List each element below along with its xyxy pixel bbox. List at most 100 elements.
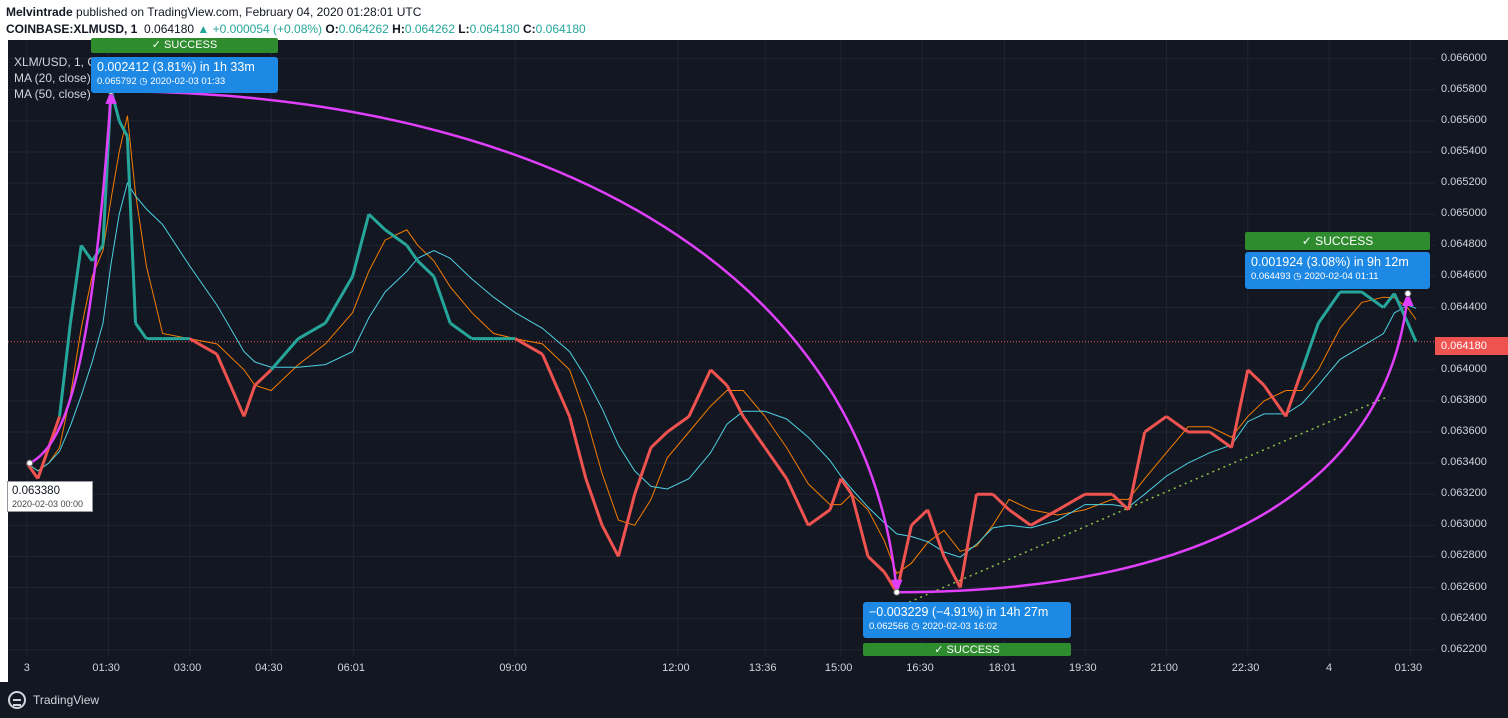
y-tick-label-9: 0.064000 bbox=[1441, 362, 1487, 375]
x-tick-label-2: 03:00 bbox=[173, 662, 202, 674]
last-price: 0.064180 bbox=[144, 22, 195, 36]
arrow-up-3 bbox=[896, 293, 1410, 594]
arrowhead-2 bbox=[891, 579, 903, 594]
price-segment-19 bbox=[270, 337, 300, 371]
price-fill bbox=[27, 90, 1416, 592]
open-value: 0.064262 bbox=[338, 22, 389, 36]
open-label: O: bbox=[325, 22, 339, 36]
price-segment-26 bbox=[416, 259, 435, 278]
price-segment-43 bbox=[741, 415, 767, 449]
y-tick-label-17: 0.062400 bbox=[1441, 611, 1487, 624]
price-segment-2 bbox=[36, 447, 51, 480]
price-segment-73 bbox=[1300, 322, 1320, 371]
callout-1-main: 0.002412 (3.81%) in 1h 33m bbox=[97, 60, 255, 74]
x-tick-label-1: 01:30 bbox=[92, 662, 120, 674]
price-segment-4 bbox=[58, 322, 72, 417]
price-segment-59 bbox=[1008, 508, 1032, 527]
price-segment-20 bbox=[297, 321, 327, 340]
price-segment-51 bbox=[882, 571, 899, 594]
x-tick-label-13: 22:30 bbox=[1231, 662, 1260, 674]
price-segment-34 bbox=[584, 478, 604, 526]
success-badge-3: ✓ SUCCESS bbox=[1245, 232, 1430, 250]
y-tick-label-14: 0.063000 bbox=[1441, 518, 1487, 531]
x-tick-label-0: 3 bbox=[23, 662, 30, 674]
price-segment-18 bbox=[253, 368, 273, 387]
y-tick-label-7: 0.064600 bbox=[1441, 269, 1487, 282]
price-segment-17 bbox=[242, 384, 257, 417]
callout-3-sub: 0.064493 ◷ 2020-02-04 01:11 bbox=[1251, 271, 1379, 282]
price-segment-27 bbox=[432, 275, 452, 324]
price-segment-69 bbox=[1230, 369, 1250, 448]
chart-plot-area[interactable]: XLM/USD, 1, COINBASE MA (20, close) MA (… bbox=[8, 40, 1435, 656]
price-segment-56 bbox=[958, 493, 978, 588]
x-tick-label-4: 06:01 bbox=[337, 662, 365, 674]
legend-ma50: MA (50, close) bbox=[14, 87, 91, 101]
price-segment-10 bbox=[117, 120, 129, 138]
price-segment-60 bbox=[1030, 508, 1059, 527]
price-segment-37 bbox=[633, 447, 653, 495]
success-badge-1: ✓ SUCCESS bbox=[91, 38, 278, 53]
price-segment-49 bbox=[850, 493, 870, 557]
high-value: 0.064262 bbox=[404, 22, 455, 36]
measure-callout-3[interactable]: 0.001924 (3.08%) in 9h 12m 0.064493 ◷ 20… bbox=[1245, 252, 1430, 289]
x-tick-label-5: 09:00 bbox=[499, 662, 527, 674]
y-tick-label-3: 0.065400 bbox=[1441, 145, 1487, 157]
author-name[interactable]: Melvintrade bbox=[6, 5, 73, 19]
price-segment-24 bbox=[384, 228, 408, 247]
price-segment-48 bbox=[839, 477, 853, 496]
price-segment-39 bbox=[666, 415, 690, 434]
start-price-date: 2020-02-03 00:00 bbox=[12, 499, 84, 509]
price-segment-71 bbox=[1262, 384, 1288, 418]
price-segment-79 bbox=[1406, 322, 1418, 343]
measure-callout-2[interactable]: −0.003229 (−4.91%) in 14h 27m 0.062566 ◷… bbox=[863, 602, 1071, 638]
low-label: L: bbox=[458, 22, 470, 36]
price-segment-36 bbox=[616, 493, 637, 557]
price-segment-54 bbox=[926, 509, 946, 557]
price-segment-70 bbox=[1246, 368, 1266, 387]
price-segment-50 bbox=[866, 555, 886, 574]
published-text: published on TradingView.com, February 0… bbox=[76, 5, 422, 19]
close-value: 0.064180 bbox=[535, 22, 586, 36]
price-segment-63 bbox=[1111, 493, 1130, 511]
y-tick-label-5: 0.065000 bbox=[1441, 207, 1487, 220]
price-segment-45 bbox=[785, 478, 810, 526]
tradingview-brand[interactable]: TradingView bbox=[33, 693, 100, 707]
ma50-line bbox=[26, 181, 1417, 558]
price-segment-31 bbox=[514, 337, 544, 356]
arrow-up-1 bbox=[29, 91, 113, 465]
price-segment-22 bbox=[351, 213, 371, 277]
arrow-down-2 bbox=[111, 90, 898, 593]
y-tick-label-4: 0.065200 bbox=[1441, 176, 1487, 189]
publish-line: Melvintrade published on TradingView.com… bbox=[6, 5, 421, 19]
callout-2-sub: 0.062566 ◷ 2020-02-03 16:02 bbox=[869, 621, 998, 632]
y-tick-label-16: 0.062600 bbox=[1441, 580, 1487, 593]
price-segment-64 bbox=[1126, 431, 1147, 511]
trend-line bbox=[881, 395, 1390, 615]
price-segment-11 bbox=[125, 136, 138, 324]
x-tick-label-8: 15:00 bbox=[824, 662, 853, 674]
y-tick-label-11: 0.063600 bbox=[1441, 425, 1487, 437]
price-segment-65 bbox=[1143, 415, 1168, 434]
x-tick-label-7: 13:36 bbox=[748, 662, 777, 674]
tradingview-logo-icon[interactable] bbox=[8, 691, 26, 709]
start-price-value: 0.063380 bbox=[12, 485, 60, 497]
symbol-label: COINBASE:XLMUSD, 1 bbox=[6, 22, 138, 36]
time-axis[interactable]: 3 01:30 03:00 04:30 06:01 09:00 12:00 13:36 15:0… bbox=[8, 656, 1508, 682]
price-segment-55 bbox=[942, 555, 962, 589]
x-tick-label-11: 19:30 bbox=[1069, 662, 1097, 674]
price-change: ▲ +0.000054 (+0.08%) bbox=[197, 22, 323, 36]
price-segment-35 bbox=[600, 524, 620, 558]
price-segment-74 bbox=[1317, 291, 1342, 324]
anchor-point-3 bbox=[1404, 290, 1412, 298]
start-price-box[interactable]: 0.063380 2020-02-03 00:00 bbox=[7, 481, 93, 512]
y-tick-label-15: 0.062800 bbox=[1441, 549, 1487, 562]
measure-callout-1[interactable]: 0.002412 (3.81%) in 1h 33m 0.065792 ◷ 20… bbox=[91, 57, 278, 93]
price-chart[interactable] bbox=[8, 40, 1435, 656]
ma20-line bbox=[26, 115, 1417, 575]
price-segment-33 bbox=[568, 416, 588, 480]
legend-ma20: MA (20, close) bbox=[14, 71, 91, 85]
y-tick-label-6: 0.064800 bbox=[1441, 238, 1487, 251]
arrowhead-1 bbox=[105, 90, 117, 104]
price-segment-12 bbox=[134, 322, 148, 340]
price-segment-44 bbox=[763, 446, 788, 480]
